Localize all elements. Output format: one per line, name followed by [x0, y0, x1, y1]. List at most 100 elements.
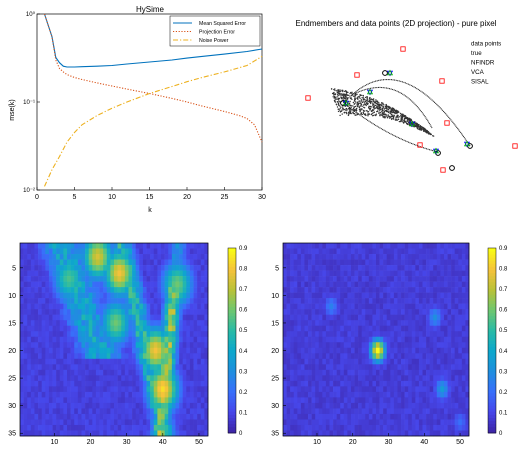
heatmap-cell — [117, 375, 122, 382]
heatmap-cell — [343, 430, 348, 437]
heatmap-cell — [179, 265, 183, 271]
heatmap-cell — [34, 243, 39, 249]
heatmap-cell — [63, 347, 68, 354]
data-point — [379, 115, 381, 117]
heatmap-cell — [290, 408, 295, 415]
heatmap-cell — [443, 419, 448, 426]
heatmap-cell — [322, 320, 327, 327]
heatmap-cell — [329, 320, 334, 327]
heatmap-cell — [347, 270, 352, 277]
heatmap-cell — [204, 353, 209, 360]
heatmap-cell — [204, 281, 209, 288]
heatmap-cell — [408, 347, 413, 354]
heatmap-cell — [56, 358, 61, 365]
data-point — [339, 93, 341, 95]
heatmap-cell — [393, 276, 398, 282]
heatmap-cell — [386, 413, 391, 420]
heatmap-cell — [74, 375, 79, 382]
heatmap-cell — [171, 353, 176, 360]
heatmap-cell — [63, 254, 68, 260]
heatmap-cell — [368, 408, 373, 415]
heatmap-cell — [99, 320, 104, 327]
heatmap-cell — [34, 375, 39, 382]
heatmap-cell — [418, 364, 423, 371]
heatmap-cell — [45, 391, 50, 398]
heatmap-cell — [193, 419, 198, 426]
heatmap-cell — [458, 342, 463, 349]
heatmap-cell — [300, 281, 305, 288]
heatmap-cell — [38, 298, 42, 304]
heatmap-cell — [27, 408, 32, 415]
heatmap-cell — [189, 281, 194, 288]
heatmap-cell — [81, 424, 86, 431]
data-point — [337, 102, 340, 104]
heatmap-cell — [397, 380, 402, 387]
heatmap-cell — [340, 342, 345, 349]
heatmap-cell — [77, 259, 82, 266]
heatmap-cell — [372, 254, 377, 260]
heatmap-cell — [393, 325, 398, 332]
heatmap-cell — [418, 342, 423, 349]
heatmap-cell — [189, 292, 194, 299]
heatmap-cell — [318, 424, 323, 431]
data-point — [372, 106, 375, 109]
heatmap-cell — [347, 336, 352, 343]
heatmap-cell — [121, 380, 126, 387]
heatmap-cell — [386, 309, 391, 315]
heatmap-cell — [325, 364, 330, 371]
heatmap-cell — [411, 270, 416, 277]
heatmap-cell — [401, 320, 405, 327]
heatmap-cell — [200, 259, 205, 266]
heatmap-cell — [465, 424, 470, 431]
heatmap-cell — [193, 430, 198, 437]
heatmap-cell — [150, 347, 155, 354]
heatmap-cell — [200, 369, 205, 376]
legend-entry: VCA — [471, 69, 485, 76]
heatmap-cell — [77, 314, 82, 321]
heatmap-cell — [132, 265, 136, 271]
heatmap-cell — [436, 342, 441, 349]
heatmap-cell — [461, 397, 466, 404]
heatmap-cell — [329, 397, 334, 404]
heatmap-cell — [117, 391, 122, 398]
heatmap-cell — [186, 430, 191, 437]
heatmap-cell — [440, 281, 445, 288]
heatmap-cell — [350, 276, 355, 282]
heatmap-cell — [23, 364, 28, 371]
heatmap-cell — [458, 391, 463, 398]
heatmap-cell — [390, 303, 395, 310]
heatmap-cell — [447, 309, 452, 315]
heatmap-cell — [383, 413, 388, 420]
heatmap-cell — [322, 281, 327, 288]
heatmap-cell — [179, 270, 183, 277]
heatmap-cell — [164, 336, 169, 343]
heatmap-cell — [85, 386, 89, 393]
data-point — [353, 106, 355, 108]
heatmap-cell — [117, 265, 122, 271]
heatmap-cell — [200, 342, 205, 349]
heatmap-cell — [286, 369, 291, 376]
colorbar: 00.10.20.30.40.50.60.70.80.9 — [487, 246, 508, 437]
heatmap-cell — [121, 391, 126, 398]
heatmap-cell — [454, 314, 459, 321]
heatmap-cell — [404, 314, 409, 321]
heatmap-cell — [182, 281, 187, 288]
heatmap-cell — [333, 397, 337, 404]
heatmap-cell — [70, 347, 75, 354]
heatmap-cell — [293, 287, 298, 293]
heatmap-cell — [333, 386, 337, 393]
heatmap-cell — [390, 424, 395, 431]
hysime-xtick-label: 15 — [146, 194, 154, 201]
heatmap-cell — [390, 325, 395, 332]
heatmap-cell — [164, 430, 169, 437]
heatmap-cell — [38, 331, 42, 338]
heatmap-cell — [88, 336, 93, 343]
heatmap-cell — [422, 254, 427, 260]
heatmap-cell — [293, 248, 298, 255]
heatmap-cell — [27, 254, 32, 260]
heatmap-cell — [293, 243, 298, 249]
heatmap-cell — [350, 287, 355, 293]
heatmap-cell — [189, 331, 194, 338]
heatmap-cell — [70, 358, 75, 365]
heatmap-cell — [429, 254, 434, 260]
